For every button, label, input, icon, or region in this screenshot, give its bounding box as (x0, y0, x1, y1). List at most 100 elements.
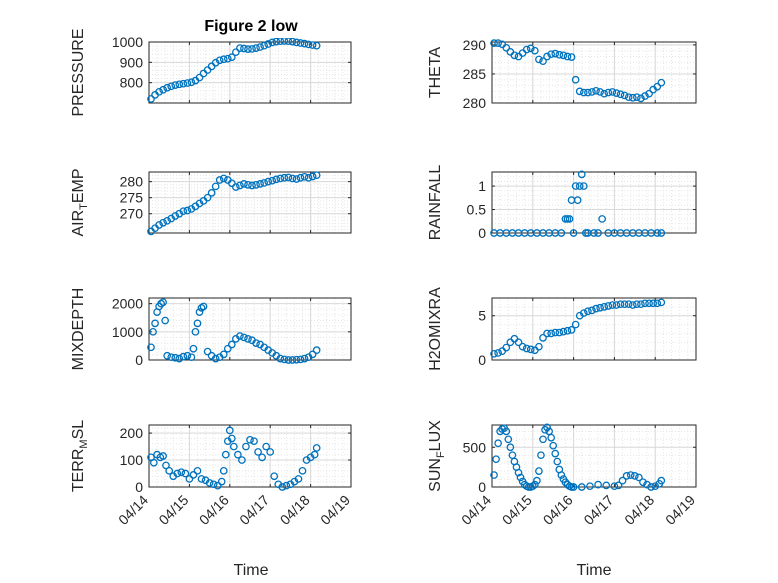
y-tick-label: 1000 (112, 324, 143, 340)
data-point (494, 349, 502, 357)
data-point (151, 319, 159, 328)
data-point (608, 301, 617, 309)
data-point (549, 441, 558, 450)
data-point (490, 39, 498, 48)
data-point (260, 41, 268, 50)
data-point (223, 54, 232, 63)
x-tick-label: 04/15 (155, 492, 191, 528)
data-point (175, 80, 184, 89)
data-point (280, 38, 289, 45)
data-point (254, 448, 262, 456)
data-point (244, 45, 252, 53)
data-point (161, 316, 170, 325)
data-point (579, 309, 588, 317)
axes-box (148, 171, 352, 234)
y-tick-label: 500 (463, 439, 487, 455)
data-point (612, 301, 621, 309)
data-point (219, 466, 228, 475)
data-point (155, 87, 163, 96)
data-series (147, 426, 321, 491)
axes-box (491, 171, 697, 234)
data-point (590, 229, 598, 237)
data-series (147, 38, 321, 103)
data-point (248, 45, 256, 53)
data-point (189, 344, 198, 353)
data-point (159, 298, 167, 307)
subplot-rainfall: 0 0.5 1 RAINFALL (427, 165, 697, 241)
data-point (492, 455, 500, 464)
data-point (213, 481, 222, 490)
data-point (276, 354, 285, 363)
data-point (312, 346, 321, 354)
data-point (167, 82, 176, 91)
data-point (579, 182, 588, 190)
data-point (280, 355, 289, 364)
axes-box (491, 297, 697, 361)
data-point (594, 229, 602, 237)
x-tick-label: 04/14 (458, 492, 494, 528)
data-point (292, 355, 301, 364)
data-point (163, 216, 172, 225)
data-point (657, 298, 666, 307)
data-point (227, 53, 236, 62)
data-point (203, 347, 212, 356)
y-axis-label: THETA (427, 47, 444, 99)
data-point (183, 351, 192, 360)
data-point (288, 356, 297, 364)
data-point (175, 354, 184, 363)
data-point (535, 342, 543, 351)
data-point (203, 193, 212, 202)
data-point (653, 229, 662, 237)
data-point (569, 229, 578, 237)
subplot-terrsl: 0 100 200 04/14 04/15 04/16 04/17 04/18 04/19 TER… (70, 420, 353, 528)
plot-area (492, 172, 696, 233)
y-tick-label: 275 (120, 190, 144, 206)
data-point (242, 442, 250, 451)
data-point (526, 345, 535, 354)
data-point (630, 472, 639, 480)
data-point (296, 39, 305, 47)
data-point (596, 303, 604, 312)
data-point (268, 176, 277, 185)
data-point (163, 83, 172, 92)
axes-box (491, 424, 697, 488)
data-point (612, 89, 621, 97)
y-tick-label: 800 (120, 75, 144, 91)
data-point (543, 423, 551, 432)
data-point (312, 171, 321, 180)
data-point (567, 53, 576, 61)
data-point (229, 442, 238, 451)
y-axis-label: SUNFLUX (427, 420, 447, 492)
y-tick-label: 270 (120, 206, 144, 222)
data-point (244, 180, 252, 189)
data-point (215, 176, 224, 184)
data-point (221, 450, 230, 459)
data-point (256, 180, 264, 188)
y-tick-label: 280 (463, 95, 487, 111)
data-point (632, 93, 641, 102)
data-point (567, 326, 576, 334)
axes-box (148, 297, 352, 361)
data-point (248, 181, 256, 190)
data-point (518, 342, 527, 351)
data-point (639, 478, 647, 487)
data-point (539, 334, 547, 342)
data-point (559, 327, 568, 336)
data-point (657, 78, 666, 87)
y-tick-label: 0 (135, 479, 143, 495)
data-point (211, 182, 220, 191)
data-point (155, 221, 163, 229)
y-tick-label: 0.5 (467, 202, 487, 218)
data-point (571, 75, 580, 84)
data-point (236, 44, 244, 52)
data-point (193, 319, 202, 328)
y-axis-label: AIRTEMP (70, 168, 90, 236)
data-point (628, 93, 637, 102)
data-point (232, 48, 240, 57)
data-point (304, 173, 313, 182)
data-point (616, 90, 625, 99)
data-point (528, 482, 537, 491)
data-point (553, 457, 562, 466)
data-point (300, 354, 309, 363)
data-point (183, 206, 192, 215)
